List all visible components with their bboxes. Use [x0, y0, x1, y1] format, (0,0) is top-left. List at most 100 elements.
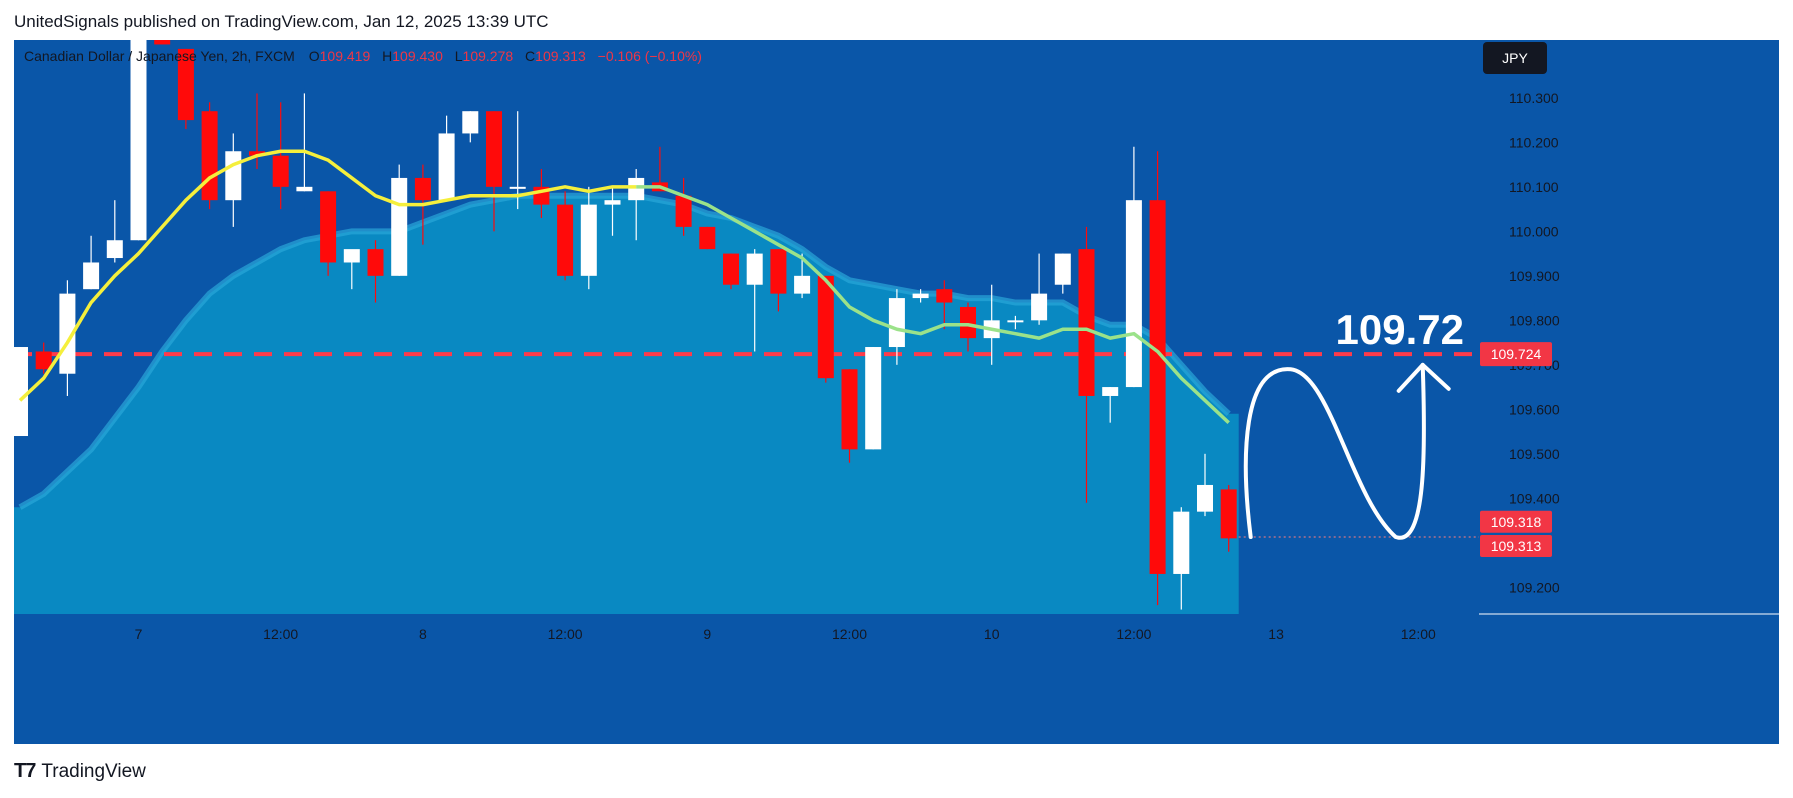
candle-body — [1031, 293, 1048, 321]
candle-body — [367, 249, 384, 276]
candle-body — [888, 298, 905, 348]
candle-body — [296, 186, 313, 192]
x-tick-label: 12:00 — [263, 626, 298, 642]
annotation-layer: 109.72 — [1243, 306, 1464, 540]
candle-body — [35, 351, 52, 370]
current-price-text: 109.318 — [1491, 514, 1542, 530]
candle-body — [320, 191, 337, 263]
tradingview-brand[interactable]: T7 TradingView — [14, 760, 146, 783]
axis-layer: 110.300 110.200 110.100 110.000 109.900 109.8… — [135, 90, 1779, 642]
y-tick-label: 109.900 — [1509, 268, 1560, 284]
candle-body — [699, 226, 716, 250]
candle-body — [272, 155, 289, 187]
legend-symbol: Canadian Dollar / Japanese Yen, 2h, FXCM — [24, 48, 295, 64]
x-tick-label: 12:00 — [1116, 626, 1151, 642]
brand-name: TradingView — [41, 760, 146, 782]
y-tick-label: 110.200 — [1509, 134, 1559, 150]
candle-body — [841, 369, 858, 450]
candle-body — [604, 200, 621, 205]
candle-body — [83, 262, 100, 290]
candle-body — [106, 240, 123, 259]
x-tick-label: 9 — [703, 626, 711, 642]
legend-l-value: 109.278 — [463, 48, 514, 64]
candle-body — [1102, 387, 1119, 396]
y-tick-label: 110.000 — [1509, 223, 1559, 239]
candle-body — [817, 275, 834, 379]
legend-o-value: 109.419 — [320, 48, 371, 64]
wave-annotation — [1243, 362, 1426, 540]
x-tick-label: 12:00 — [1401, 626, 1436, 642]
candle-body — [746, 253, 763, 285]
legend-change: −0.106 (−0.10%) — [598, 48, 702, 64]
currency-label: JPY — [1502, 50, 1528, 66]
candle-body — [201, 111, 218, 201]
current-price-label — [1480, 510, 1552, 533]
candle-body — [1173, 511, 1190, 574]
candle-body — [1007, 320, 1024, 323]
candle-body — [936, 289, 953, 303]
candle-body — [391, 177, 408, 276]
x-tick-label: 12:00 — [548, 626, 583, 642]
x-tick-label: 8 — [419, 626, 427, 642]
ema-layer — [18, 149, 1230, 424]
candle-body — [723, 253, 739, 285]
legend-l-label: L — [455, 48, 463, 64]
publisher-line: UnitedSignals published on TradingView.c… — [14, 12, 549, 31]
candle-body — [794, 275, 811, 294]
candle-body — [225, 151, 242, 201]
cloud-edge-line — [18, 192, 1231, 510]
y-tick-label: 109.400 — [1509, 490, 1560, 506]
tradingview-logo-icon: T7 — [14, 760, 36, 782]
target-layer — [14, 352, 1479, 538]
candle-body — [1054, 253, 1071, 285]
currency-button[interactable]: JPY — [1483, 42, 1547, 74]
candle-body — [130, 40, 147, 241]
candle-body — [177, 48, 194, 121]
candle-body — [960, 306, 976, 339]
candle-body — [438, 133, 455, 201]
legend-h-value: 109.430 — [392, 48, 443, 64]
candle-body — [486, 111, 502, 187]
candle-body — [557, 204, 574, 276]
legend-c-value: 109.313 — [535, 48, 586, 64]
candlestick-chart[interactable]: 109.72 110.300 110.200 110.100 110.000 109.9… — [14, 40, 1779, 744]
candle-body — [1078, 249, 1095, 396]
cloud-layer — [14, 192, 1239, 614]
candle-body — [1149, 200, 1166, 574]
candle-body — [675, 195, 692, 227]
y-tick-label: 110.300 — [1509, 90, 1559, 106]
ema-line-yellow — [18, 149, 637, 402]
y-tick-label: 109.200 — [1509, 579, 1560, 595]
candle-body — [580, 204, 597, 276]
candle-body — [1220, 489, 1237, 539]
target-price-label — [1480, 342, 1552, 367]
arrow-up-icon — [1396, 362, 1451, 393]
ema-line-green — [636, 185, 1230, 424]
chart-area[interactable]: 109.72 110.300 110.200 110.100 110.000 109.9… — [14, 40, 1779, 744]
candle-body — [462, 111, 479, 134]
candle-body — [14, 347, 28, 437]
candle-body — [628, 177, 645, 201]
y-tick-label: 109.500 — [1509, 446, 1560, 462]
cloud-area — [14, 195, 1239, 614]
x-tick-label: 7 — [135, 626, 143, 642]
y-tick-label: 110.100 — [1509, 179, 1559, 195]
candle-body — [865, 347, 882, 450]
candle-body — [249, 151, 265, 156]
x-tick-label: 13 — [1268, 626, 1284, 642]
current-price-label — [1480, 535, 1552, 558]
legend-h-label: H — [382, 48, 392, 64]
candle-body — [59, 293, 76, 374]
current-price-text: 109.313 — [1491, 538, 1542, 554]
y-tick-label: 109.600 — [1509, 401, 1560, 417]
candle-body — [343, 249, 360, 263]
legend: Canadian Dollar / Japanese Yen, 2h, FXCM… — [24, 48, 702, 64]
x-tick-label: 10 — [984, 626, 1000, 642]
candle-body — [154, 40, 171, 45]
target-annotation-text: 109.72 — [1336, 306, 1464, 353]
y-tick-label: 109.800 — [1509, 312, 1560, 328]
candle-body — [1197, 484, 1213, 512]
candle-body — [509, 186, 526, 189]
candle-body — [770, 249, 787, 294]
candle-body — [1125, 200, 1142, 388]
